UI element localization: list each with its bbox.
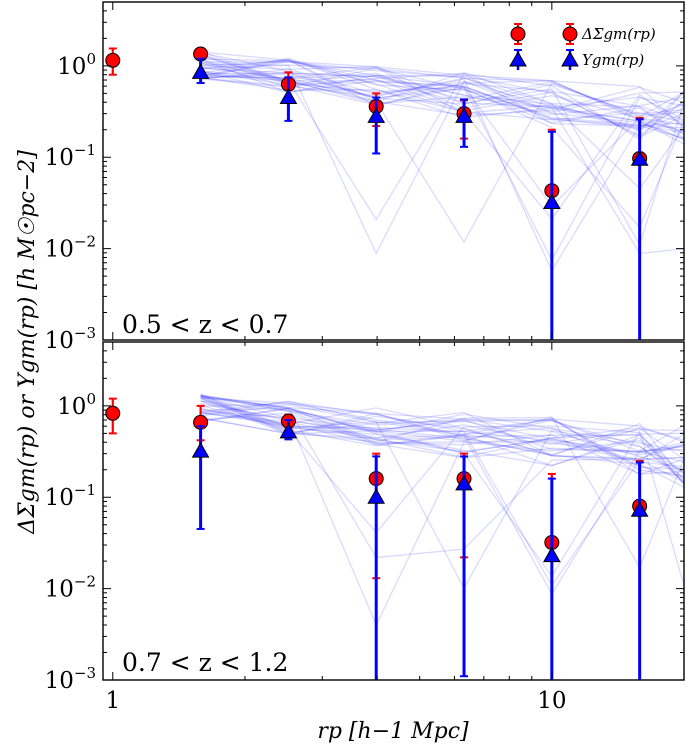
mock-line [200, 76, 684, 255]
mock-lines [200, 393, 684, 627]
data-point-circle [105, 405, 121, 421]
y-tick-label: 10−3 [45, 664, 96, 694]
legend-triangle-marker [561, 50, 579, 67]
mock-line [200, 61, 684, 113]
y-tick-label: 10−1 [45, 481, 96, 511]
mock-line [200, 403, 684, 452]
y-tick-label: 100 [57, 390, 96, 420]
mock-line [200, 400, 684, 590]
axis-ticks [103, 341, 685, 681]
legend-entry-delta-sigma: ΔΣgm(rp) [510, 23, 656, 45]
mock-line [200, 63, 684, 255]
data-point-triangle [279, 88, 298, 105]
y-tick-label: 10−2 [45, 233, 96, 263]
data-point-triangle [455, 474, 473, 491]
legend-circle-marker [510, 26, 526, 42]
mock-line [200, 70, 684, 244]
y-tick-label: 10−3 [45, 324, 96, 354]
mock-line [200, 407, 684, 453]
y-tick-label: 10−2 [45, 573, 96, 603]
legend-label-delta-sigma: ΔΣgm(rp) [581, 25, 656, 43]
y-axis-label: ΔΣgm(rp) or Υgm(rp) [h M☉pc−2] [15, 150, 40, 535]
mock-line [200, 396, 684, 485]
panel-label-bottom: 0.7 < z < 1.2 [122, 648, 288, 677]
data-point-triangle [367, 488, 386, 504]
data-point-triangle [191, 442, 210, 458]
y-tick-label: 10−1 [45, 141, 96, 171]
panel-bottom [102, 341, 685, 681]
series-upsilon [191, 419, 649, 680]
mock-lines [200, 51, 684, 273]
legend-label-upsilon: Υgm(rp) [582, 51, 644, 69]
data-point-triangle [279, 422, 298, 439]
series-upsilon [191, 57, 649, 340]
panel-label-top: 0.5 < z < 0.7 [122, 310, 288, 339]
mock-line [200, 395, 684, 459]
data-point-triangle [367, 107, 386, 123]
axis-ticks [103, 1, 685, 341]
x-tick-label: 10 [537, 688, 566, 714]
x-tick-label: 1 [105, 688, 120, 714]
mock-line [200, 416, 684, 569]
legend: ΔΣgm(rp) Υgm(rp) [509, 23, 656, 70]
legend-entry-upsilon: Υgm(rp) [509, 49, 644, 70]
data-point-triangle [191, 63, 210, 79]
data-point-triangle [542, 193, 561, 209]
data-point-triangle [630, 501, 649, 517]
legend-triangle-marker [509, 50, 527, 67]
panel-top [102, 1, 685, 341]
data-point-triangle [630, 150, 649, 166]
y-tick-label: 100 [57, 50, 96, 80]
mock-line [200, 407, 684, 475]
data-point-triangle [455, 107, 473, 123]
data-point-circle [105, 52, 121, 68]
x-axis-label: rp [h−1 Mpc] [317, 719, 469, 744]
mock-line [200, 400, 684, 475]
legend-circle-marker [562, 26, 578, 42]
mock-line [200, 395, 684, 482]
mock-line [200, 397, 684, 443]
data-point-triangle [542, 546, 561, 563]
mock-line [200, 404, 684, 456]
